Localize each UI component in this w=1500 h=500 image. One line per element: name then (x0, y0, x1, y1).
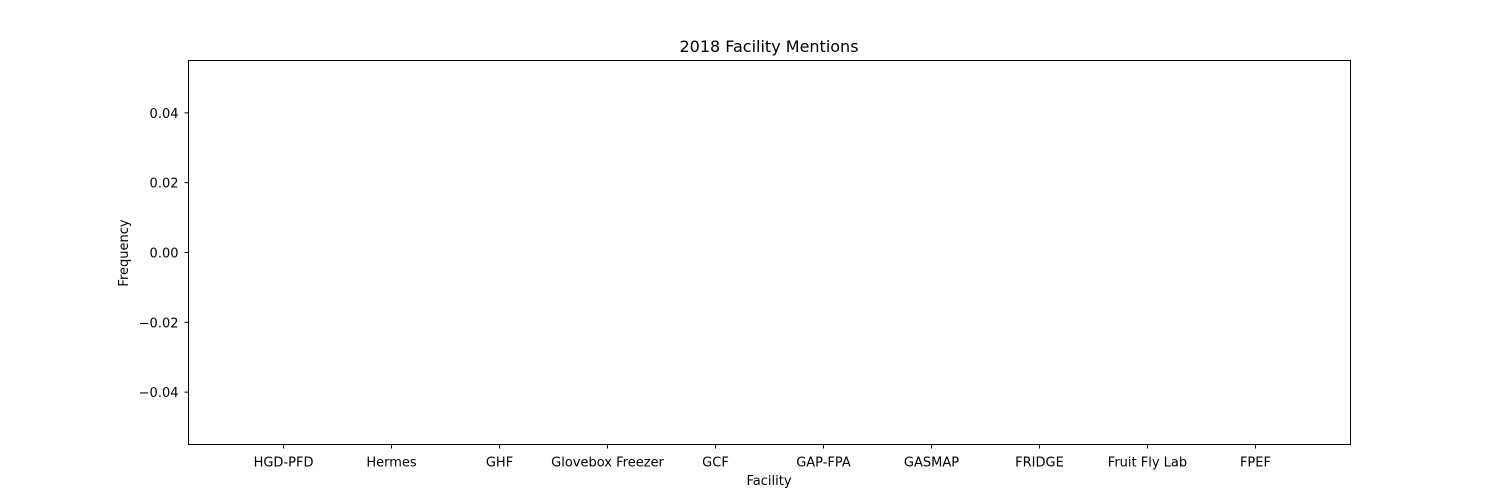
chart-title: 2018 Facility Mentions (679, 37, 858, 56)
y-tick-label: −0.02 (139, 316, 179, 331)
x-tick-label: FRIDGE (1015, 456, 1064, 471)
x-tick-label: GHF (486, 456, 513, 471)
y-axis-label: Frequency (117, 219, 132, 286)
x-tick-label: FPEF (1240, 456, 1271, 471)
y-tick-label: 0.04 (150, 107, 179, 122)
x-tick-label: HGD-PFD (254, 456, 314, 471)
y-axis: −0.04 −0.02 0.00 0.02 0.04 (139, 107, 189, 401)
x-axis: HGD-PFD Hermes GHF Glovebox Freezer GCF GAP-F… (254, 444, 1271, 471)
x-tick-label: GASMAP (904, 456, 959, 471)
x-tick-label: GAP-FPA (796, 456, 851, 471)
x-tick-label: Glovebox Freezer (551, 456, 664, 471)
y-tick-label: 0.02 (150, 177, 179, 192)
x-tick-label: GCF (702, 456, 729, 471)
x-axis-label: Facility (746, 474, 791, 489)
plot-frame (188, 60, 1351, 445)
x-tick-label: Fruit Fly Lab (1108, 456, 1187, 471)
y-tick-label: −0.04 (139, 386, 179, 401)
x-tick-label: Hermes (366, 456, 417, 471)
y-tick-label: 0.00 (150, 247, 179, 262)
